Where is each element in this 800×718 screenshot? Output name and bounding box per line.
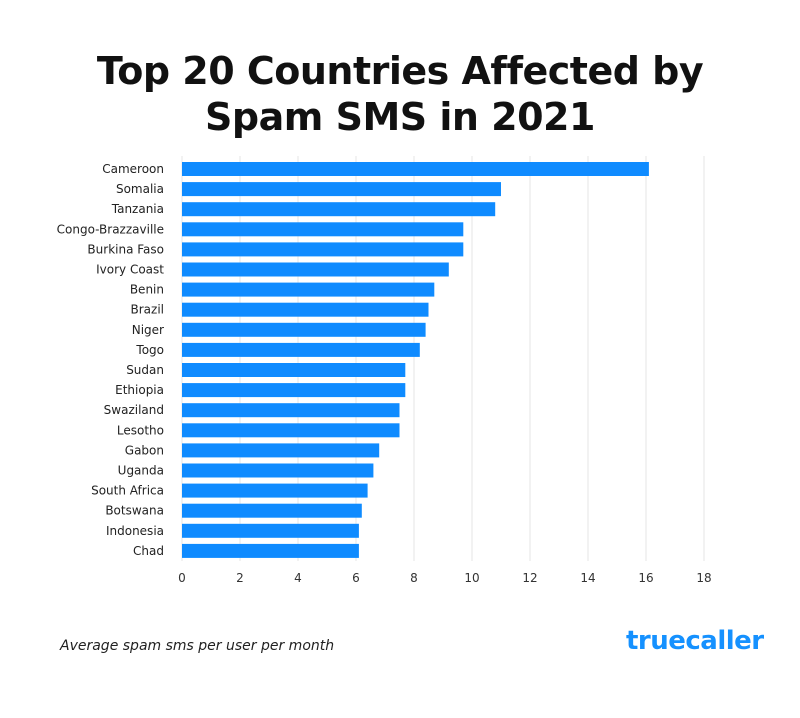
- bar: [182, 383, 406, 398]
- category-label: Uganda: [118, 464, 164, 478]
- category-label: Niger: [132, 323, 164, 337]
- bar: [182, 282, 435, 297]
- category-label: Benin: [130, 283, 164, 297]
- bar: [182, 242, 464, 257]
- bar: [182, 182, 501, 197]
- x-tick-label: 10: [464, 571, 479, 585]
- bar: [182, 523, 359, 538]
- bar: [182, 322, 426, 337]
- x-tick-label: 14: [580, 571, 595, 585]
- category-label: Tanzania: [111, 202, 164, 216]
- bar: [182, 503, 362, 518]
- x-tick-label: 18: [696, 571, 711, 585]
- category-label: Ethiopia: [115, 383, 164, 397]
- category-label: Sudan: [126, 363, 164, 377]
- category-label: Congo-Brazzaville: [57, 222, 164, 236]
- category-label: Burkina Faso: [87, 242, 164, 256]
- x-tick-label: 12: [522, 571, 537, 585]
- x-tick-label: 6: [352, 571, 360, 585]
- category-label: Brazil: [131, 303, 165, 317]
- category-label: Somalia: [116, 182, 164, 196]
- category-label: Indonesia: [106, 524, 164, 538]
- truecaller-logo: truecaller: [626, 626, 764, 656]
- bar: [182, 363, 406, 377]
- bar: [182, 443, 380, 458]
- x-tick-label: 8: [410, 571, 418, 585]
- chart-title-line-2: Spam SMS in 2021: [205, 95, 595, 139]
- category-label: Cameroon: [102, 162, 164, 176]
- bar: [182, 162, 649, 176]
- category-label: Togo: [135, 343, 164, 357]
- x-tick-label: 0: [178, 571, 186, 585]
- chart-title: Top 20 Countries Affected by Spam SMS in…: [0, 48, 800, 140]
- x-tick-label: 4: [294, 571, 302, 585]
- bar: [182, 463, 374, 478]
- category-label: Botswana: [105, 504, 164, 518]
- bar: [182, 342, 420, 357]
- bar: [182, 302, 429, 317]
- chart-title-line-1: Top 20 Countries Affected by: [96, 49, 704, 93]
- x-tick-label: 16: [638, 571, 653, 585]
- bar: [182, 202, 496, 217]
- category-label: Gabon: [125, 443, 164, 457]
- bar-chart: 0 2 4 6 8 10 12 14 16 18 Cameroon Somalia Tanzania Co…: [57, 156, 712, 585]
- footnote: Average spam sms per user per month: [60, 638, 335, 654]
- bar: [182, 403, 400, 418]
- bar: [182, 423, 400, 438]
- category-label: Ivory Coast: [96, 263, 164, 277]
- category-label: Lesotho: [117, 423, 164, 437]
- bar: [182, 483, 368, 498]
- bar: [182, 543, 359, 558]
- category-label: Chad: [133, 544, 164, 558]
- bar: [182, 262, 449, 277]
- x-tick-label: 2: [236, 571, 244, 585]
- bar: [182, 222, 464, 237]
- category-label: Swaziland: [104, 403, 164, 417]
- category-label: South Africa: [91, 484, 164, 498]
